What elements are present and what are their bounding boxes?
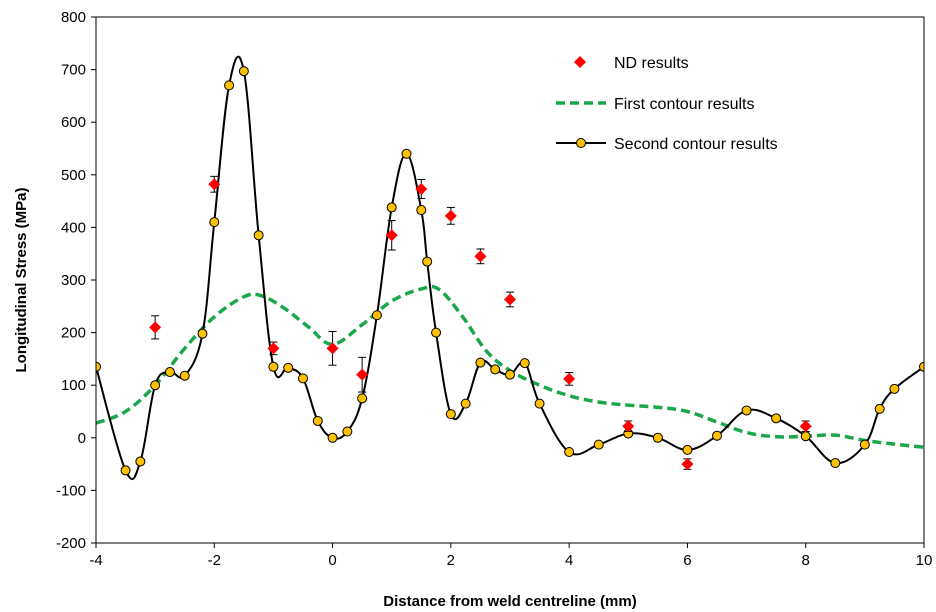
second-contour-point <box>327 432 338 443</box>
nd-point <box>622 420 635 433</box>
nd-point <box>444 209 457 222</box>
second-contour-point <box>712 430 722 441</box>
legend-item-second-contour: Second contour results <box>556 136 778 153</box>
second-contour-point <box>859 439 870 450</box>
second-contour-point <box>874 403 885 414</box>
y-tick-label: 600 <box>61 114 86 131</box>
second-contour-point <box>401 148 412 159</box>
y-tick-label: 800 <box>61 9 86 26</box>
x-tick-label: 10 <box>916 552 933 569</box>
second-contour-line <box>96 55 924 481</box>
nd-point <box>356 368 369 381</box>
second-contour-point <box>593 439 604 450</box>
x-axis-title: Distance from weld centreline (mm) <box>383 593 636 610</box>
nd-point <box>681 458 694 471</box>
second-contour-point <box>416 205 427 216</box>
legend-nd-label: ND results <box>614 55 689 72</box>
second-contour-point <box>357 393 368 404</box>
y-tick-label: -100 <box>56 482 86 499</box>
legend-first-contour-label: First contour results <box>614 96 754 113</box>
y-tick-label: 0 <box>78 430 86 447</box>
second-contour-point <box>283 362 294 373</box>
x-tick-label: 4 <box>565 552 573 569</box>
nd-results-series <box>149 175 812 471</box>
legend: ND results First contour results Second … <box>556 55 778 153</box>
nd-point <box>474 250 487 263</box>
legend-second-contour-label: Second contour results <box>614 136 778 153</box>
second-contour-point <box>505 369 515 380</box>
nd-point <box>326 342 339 355</box>
second-contour-point <box>460 398 471 409</box>
second-contour-series <box>96 55 924 481</box>
nd-point <box>504 293 516 306</box>
nd-point <box>208 178 221 191</box>
first-contour-series <box>96 284 924 450</box>
second-contour-point <box>96 361 101 372</box>
y-tick-label: 300 <box>61 272 86 289</box>
second-contour-point <box>298 373 308 384</box>
plot-frame <box>95 16 925 544</box>
x-tick-label: 0 <box>328 552 336 569</box>
second-contour-point <box>431 327 442 338</box>
second-contour-point <box>741 405 752 416</box>
y-tick-label: 100 <box>61 377 86 394</box>
y-tick-label: 200 <box>61 325 86 342</box>
second-contour-point <box>164 367 175 378</box>
nd-point <box>799 420 812 433</box>
legend-second-contour-marker <box>576 138 586 148</box>
second-contour-point <box>830 458 841 469</box>
y-tick-label: -200 <box>56 535 86 552</box>
nd-point <box>385 229 398 242</box>
second-contour-point <box>238 66 249 77</box>
second-contour-point <box>564 447 575 458</box>
second-contour-point <box>889 383 900 394</box>
nd-point <box>563 372 576 385</box>
y-tick-label: 400 <box>61 219 86 236</box>
second-contour-point <box>209 217 220 228</box>
x-tick-label: 8 <box>802 552 810 569</box>
plot-clip-group <box>96 55 924 481</box>
legend-item-nd: ND results <box>574 55 689 72</box>
second-contour-point <box>179 370 190 381</box>
second-contour-point <box>150 380 161 391</box>
x-tick-label: -4 <box>89 552 102 569</box>
second-contour-point <box>224 80 235 91</box>
y-tick-label: 700 <box>61 62 86 79</box>
second-contour-point <box>386 202 397 213</box>
second-contour-point <box>342 426 353 437</box>
second-contour-point <box>371 310 382 321</box>
first-contour-line <box>96 284 924 450</box>
x-tick-label: 6 <box>683 552 691 569</box>
x-tick-label: 2 <box>447 552 455 569</box>
second-contour-point <box>652 432 663 443</box>
x-axis: -4 -2 0 2 4 6 8 10 <box>89 543 932 569</box>
second-contour-point <box>919 361 924 372</box>
second-contour-point <box>771 413 782 424</box>
x-tick-label: -2 <box>208 552 221 569</box>
legend-nd-marker <box>574 56 586 68</box>
second-contour-point <box>490 364 501 375</box>
y-axis: -200 -100 0 100 200 300 400 500 600 700 800 <box>56 9 96 552</box>
second-contour-point <box>682 444 693 455</box>
y-tick-label: 500 <box>61 167 86 184</box>
second-contour-point <box>534 398 545 409</box>
nd-point <box>149 321 162 334</box>
second-contour-point <box>135 456 146 467</box>
second-contour-point <box>312 415 323 426</box>
second-contour-point <box>268 361 279 372</box>
second-contour-point <box>800 431 811 442</box>
second-contour-point <box>422 256 433 267</box>
legend-item-first-contour: First contour results <box>556 96 754 113</box>
second-contour-point <box>120 465 131 476</box>
second-contour-point <box>253 230 264 241</box>
second-contour-point <box>475 357 486 368</box>
second-contour-point <box>445 409 456 420</box>
second-contour-point <box>197 328 208 339</box>
nd-point <box>267 342 280 355</box>
second-contour-point <box>519 358 530 369</box>
y-axis-title: Longitudinal Stress (MPa) <box>13 187 30 372</box>
nd-point <box>415 183 428 196</box>
